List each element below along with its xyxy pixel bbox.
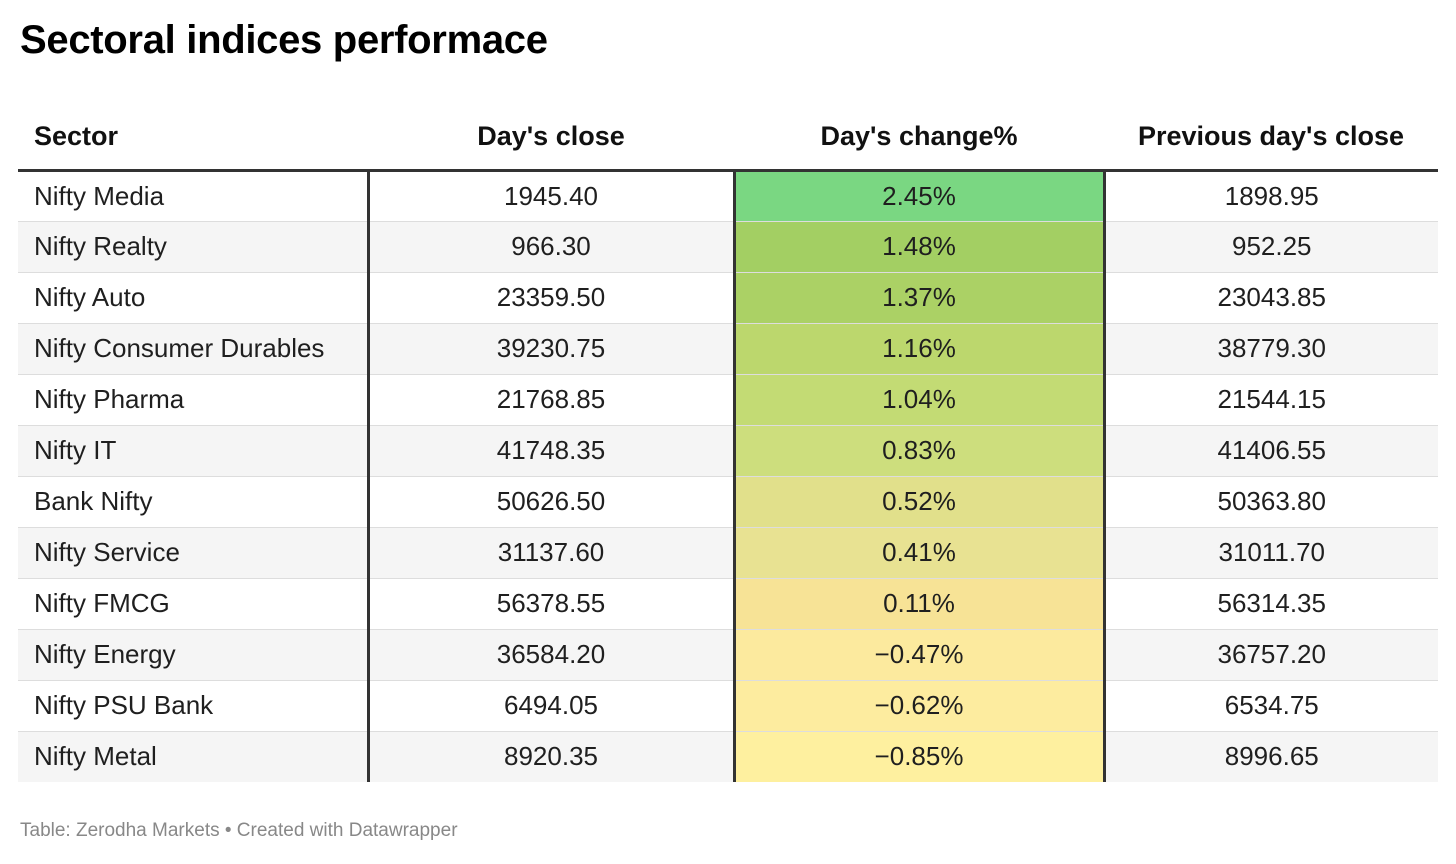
table-header-row: Sector Day's close Day's change% Previou…	[18, 104, 1438, 172]
days-change-cell: 0.52%	[734, 476, 1106, 528]
table-row: Nifty Service 31137.60 0.41% 31011.70	[18, 527, 1438, 579]
sector-cell: Nifty Consumer Durables	[18, 323, 370, 375]
days-close-cell: 1945.40	[368, 170, 736, 222]
days-close-cell: 50626.50	[368, 476, 736, 528]
previous-close-cell: 8996.65	[1104, 731, 1438, 782]
days-close-cell: 56378.55	[368, 578, 736, 630]
days-close-cell: 36584.20	[368, 629, 736, 681]
days-change-cell: 1.16%	[734, 323, 1106, 375]
days-close-cell: 8920.35	[368, 731, 736, 782]
table-row: Nifty Consumer Durables 39230.75 1.16% 3877…	[18, 323, 1438, 375]
sector-cell: Nifty Media	[18, 170, 370, 222]
days-close-cell: 6494.05	[368, 680, 736, 732]
table-row: Nifty PSU Bank 6494.05 −0.62% 6534.75	[18, 680, 1438, 732]
sector-cell: Nifty Realty	[18, 221, 370, 273]
previous-close-cell: 1898.95	[1104, 170, 1438, 222]
sector-cell: Nifty Energy	[18, 629, 370, 681]
previous-close-cell: 952.25	[1104, 221, 1438, 273]
days-change-cell: −0.85%	[734, 731, 1106, 782]
previous-close-cell: 6534.75	[1104, 680, 1438, 732]
sector-cell: Bank Nifty	[18, 476, 370, 528]
previous-close-cell: 21544.15	[1104, 374, 1438, 426]
days-close-cell: 39230.75	[368, 323, 736, 375]
days-change-cell: 0.83%	[734, 425, 1106, 477]
sector-cell: Nifty Service	[18, 527, 370, 579]
chart-title: Sectoral indices performace	[20, 18, 548, 62]
sector-cell: Nifty IT	[18, 425, 370, 477]
sector-cell: Nifty FMCG	[18, 578, 370, 630]
days-change-cell: 0.11%	[734, 578, 1106, 630]
days-close-cell: 21768.85	[368, 374, 736, 426]
previous-close-cell: 56314.35	[1104, 578, 1438, 630]
table-body: Nifty Media 1945.40 2.45% 1898.95 Nifty Real…	[18, 170, 1438, 782]
column-header-days-close: Day's close	[368, 104, 734, 172]
previous-close-cell: 31011.70	[1104, 527, 1438, 579]
previous-close-cell: 41406.55	[1104, 425, 1438, 477]
source-footer: Table: Zerodha Markets • Created with Da…	[20, 820, 458, 841]
table-row: Nifty Media 1945.40 2.45% 1898.95	[18, 170, 1438, 222]
days-change-cell: 1.37%	[734, 272, 1106, 324]
column-header-sector: Sector	[18, 104, 368, 172]
days-close-cell: 41748.35	[368, 425, 736, 477]
days-change-cell: 2.45%	[734, 170, 1106, 222]
table-row: Nifty IT 41748.35 0.83% 41406.55	[18, 425, 1438, 477]
table-row: Nifty Energy 36584.20 −0.47% 36757.20	[18, 629, 1438, 681]
table-row: Nifty Pharma 21768.85 1.04% 21544.15	[18, 374, 1438, 426]
table-row: Nifty Metal 8920.35 −0.85% 8996.65	[18, 731, 1438, 782]
table-row: Nifty Realty 966.30 1.48% 952.25	[18, 221, 1438, 273]
days-close-cell: 23359.50	[368, 272, 736, 324]
days-change-cell: −0.47%	[734, 629, 1106, 681]
table-row: Nifty FMCG 56378.55 0.11% 56314.35	[18, 578, 1438, 630]
previous-close-cell: 38779.30	[1104, 323, 1438, 375]
sectoral-indices-table: Sector Day's close Day's change% Previou…	[18, 104, 1438, 782]
previous-close-cell: 23043.85	[1104, 272, 1438, 324]
previous-close-cell: 50363.80	[1104, 476, 1438, 528]
days-change-cell: −0.62%	[734, 680, 1106, 732]
sector-cell: Nifty PSU Bank	[18, 680, 370, 732]
table-row: Bank Nifty 50626.50 0.52% 50363.80	[18, 476, 1438, 528]
column-header-previous-close: Previous day's close	[1104, 104, 1438, 172]
days-change-cell: 1.48%	[734, 221, 1106, 273]
table-row: Nifty Auto 23359.50 1.37% 23043.85	[18, 272, 1438, 324]
days-change-cell: 1.04%	[734, 374, 1106, 426]
sector-cell: Nifty Auto	[18, 272, 370, 324]
sector-cell: Nifty Pharma	[18, 374, 370, 426]
sector-cell: Nifty Metal	[18, 731, 370, 782]
column-header-days-change: Day's change%	[734, 104, 1104, 172]
days-change-cell: 0.41%	[734, 527, 1106, 579]
days-close-cell: 966.30	[368, 221, 736, 273]
previous-close-cell: 36757.20	[1104, 629, 1438, 681]
days-close-cell: 31137.60	[368, 527, 736, 579]
